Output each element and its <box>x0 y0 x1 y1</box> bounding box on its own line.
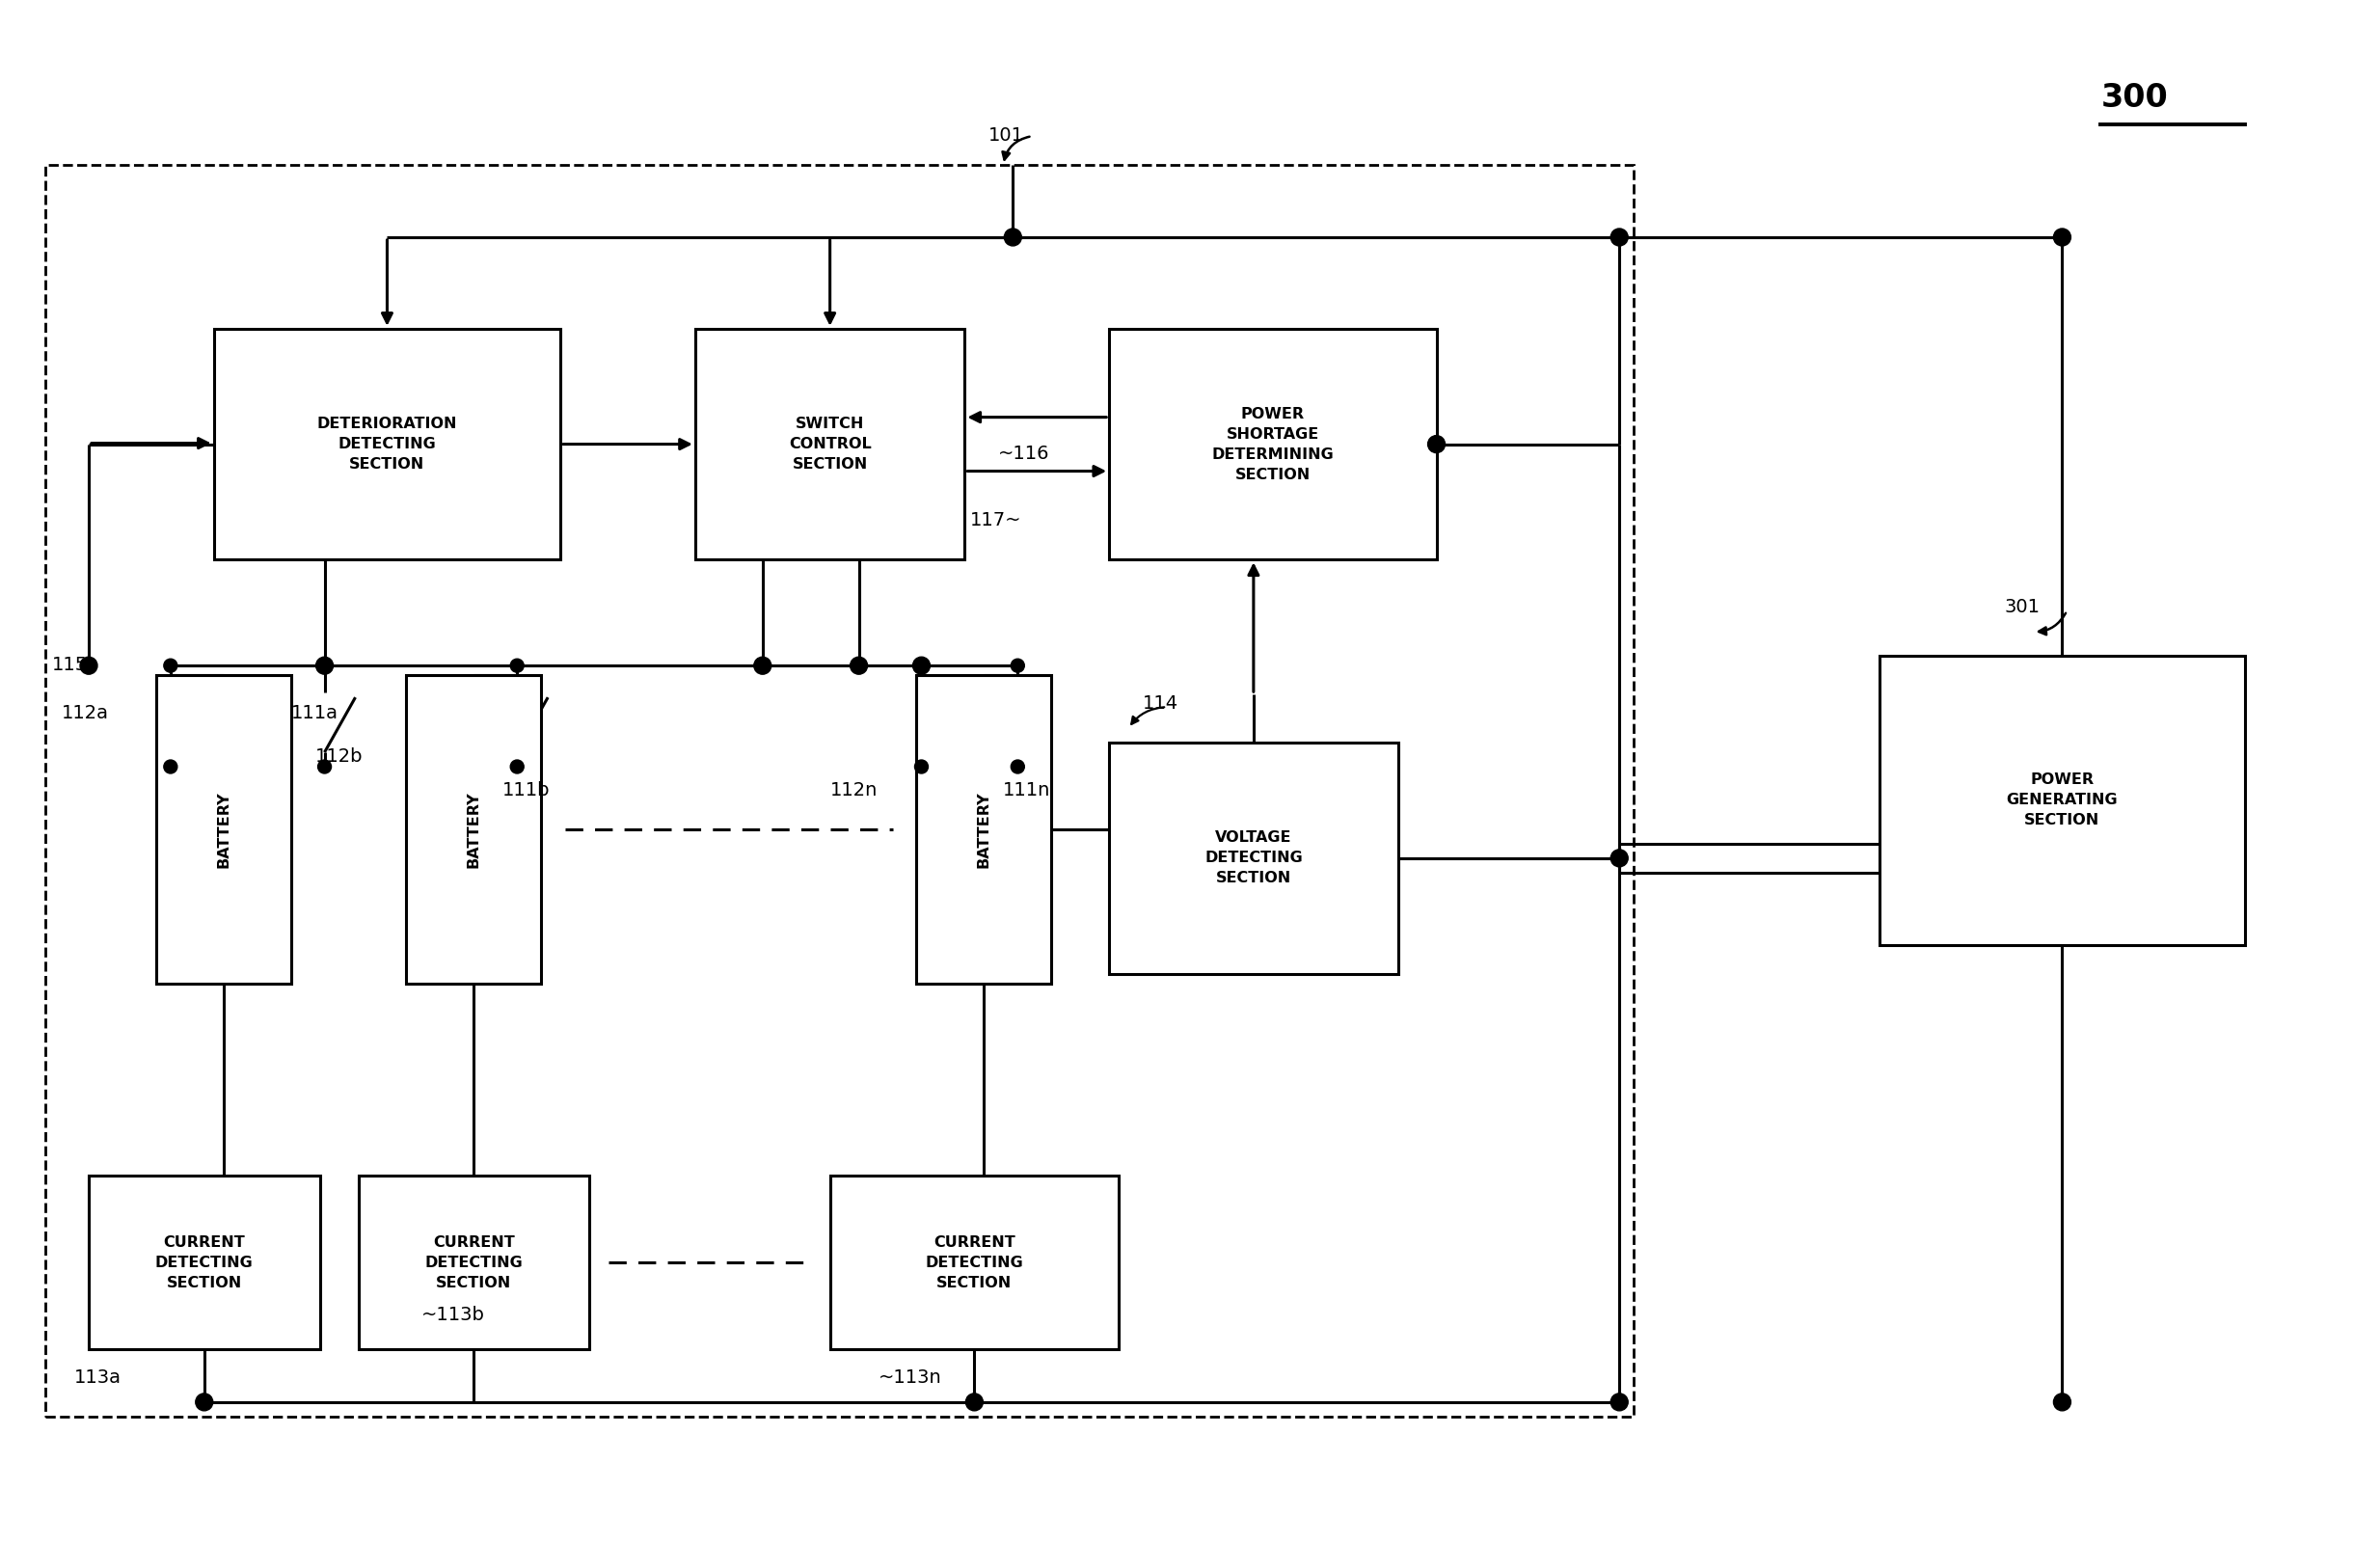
Circle shape <box>914 657 931 674</box>
Text: 115: 115 <box>52 656 88 674</box>
Circle shape <box>850 657 866 674</box>
Text: 111a: 111a <box>290 704 338 722</box>
Bar <box>916 676 1052 983</box>
Text: CURRENT
DETECTING
SECTION: CURRENT DETECTING SECTION <box>424 1234 524 1290</box>
Circle shape <box>1004 228 1021 245</box>
Text: SWITCH
CONTROL
SECTION: SWITCH CONTROL SECTION <box>788 417 871 472</box>
Circle shape <box>2054 1393 2071 1410</box>
Text: ~116: ~116 <box>1000 444 1050 463</box>
Circle shape <box>509 761 524 773</box>
Text: 301: 301 <box>2004 599 2040 617</box>
Circle shape <box>966 1393 983 1410</box>
Circle shape <box>317 657 333 674</box>
Text: ~113n: ~113n <box>878 1369 942 1387</box>
Circle shape <box>914 659 928 673</box>
Circle shape <box>2054 228 2071 245</box>
Bar <box>407 676 540 983</box>
Text: 112n: 112n <box>831 781 878 799</box>
Circle shape <box>1428 435 1445 452</box>
Circle shape <box>319 659 331 673</box>
Text: BATTERY: BATTERY <box>976 792 990 867</box>
Circle shape <box>914 761 928 773</box>
Text: BATTERY: BATTERY <box>466 792 481 867</box>
Circle shape <box>164 761 176 773</box>
Bar <box>214 329 559 560</box>
Circle shape <box>81 657 98 674</box>
Text: POWER
SHORTAGE
DETERMINING
SECTION: POWER SHORTAGE DETERMINING SECTION <box>1211 406 1333 481</box>
Text: ~113b: ~113b <box>421 1305 486 1324</box>
Text: 113a: 113a <box>74 1369 121 1387</box>
Circle shape <box>1611 850 1628 867</box>
Bar <box>831 1176 1119 1349</box>
Circle shape <box>164 659 176 673</box>
Circle shape <box>1611 1393 1628 1410</box>
Bar <box>88 1176 319 1349</box>
Text: 112b: 112b <box>314 747 362 765</box>
Text: 300: 300 <box>2102 82 2168 114</box>
Bar <box>1109 329 1438 560</box>
Bar <box>359 1176 590 1349</box>
Bar <box>157 676 290 983</box>
Text: BATTERY: BATTERY <box>217 792 231 867</box>
Bar <box>1880 656 2244 944</box>
Circle shape <box>754 657 771 674</box>
Text: 111b: 111b <box>502 781 550 799</box>
Text: CURRENT
DETECTING
SECTION: CURRENT DETECTING SECTION <box>926 1234 1023 1290</box>
Text: POWER
GENERATING
SECTION: POWER GENERATING SECTION <box>2006 773 2118 829</box>
Text: CURRENT
DETECTING
SECTION: CURRENT DETECTING SECTION <box>155 1234 252 1290</box>
Bar <box>1109 742 1397 974</box>
Circle shape <box>1011 659 1023 673</box>
Circle shape <box>509 659 524 673</box>
Text: 112a: 112a <box>62 704 109 722</box>
Bar <box>45 165 1633 1416</box>
Circle shape <box>1011 761 1023 773</box>
Text: 117~: 117~ <box>969 512 1021 529</box>
Text: VOLTAGE
DETECTING
SECTION: VOLTAGE DETECTING SECTION <box>1204 830 1302 886</box>
Circle shape <box>319 761 331 773</box>
Text: DETERIORATION
DETECTING
SECTION: DETERIORATION DETECTING SECTION <box>317 417 457 472</box>
Text: 111n: 111n <box>1004 781 1052 799</box>
Circle shape <box>1611 228 1628 245</box>
Text: 101: 101 <box>988 127 1023 145</box>
Circle shape <box>195 1393 212 1410</box>
Text: 114: 114 <box>1142 694 1178 713</box>
Bar <box>695 329 964 560</box>
